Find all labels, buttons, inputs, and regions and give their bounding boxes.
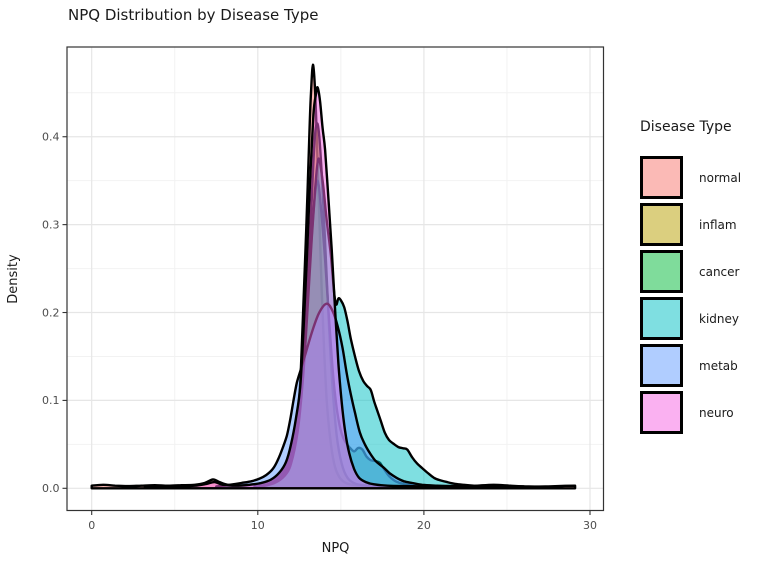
legend-label-inflam: inflam (699, 217, 737, 232)
y-tick-label-3: 0.3 (42, 218, 60, 231)
legend-swatch-kidney (640, 297, 683, 340)
axis-tick-marks (62, 136, 591, 515)
legend-label-cancer: cancer (699, 264, 740, 279)
legend-swatch-neuro (640, 391, 683, 434)
legend-label-metab: metab (699, 358, 738, 373)
x-tick-label-2: 20 (417, 519, 431, 532)
chart-title: NPQ Distribution by Disease Type (68, 6, 319, 24)
legend-swatch-normal (640, 156, 683, 199)
x-tick-label-1: 10 (251, 519, 265, 532)
legend: Disease Type normal inflam cancer kidney… (640, 119, 741, 434)
density-curves (90, 63, 577, 490)
panel-border (66, 46, 605, 512)
legend-item-cancer: cancer (640, 250, 741, 293)
y-tick-label-0: 0.0 (42, 482, 60, 495)
legend-item-neuro: neuro (640, 391, 741, 434)
legend-items: normal inflam cancer kidney metab neuro (640, 156, 741, 434)
legend-title: Disease Type (640, 119, 732, 135)
y-tick-label-2: 0.2 (42, 306, 60, 319)
legend-swatch-cancer (640, 250, 683, 293)
legend-label-normal: normal (699, 170, 742, 185)
series-area-neuro (143, 86, 525, 490)
legend-swatch-inflam (640, 203, 683, 246)
legend-item-normal: normal (640, 156, 741, 199)
x-tick-label-3: 30 (583, 519, 597, 532)
legend-label-kidney: kidney (699, 311, 739, 326)
x-axis-title: NPQ (322, 541, 350, 556)
x-tick-label-0: 0 (88, 519, 95, 532)
y-tick-label-4: 0.4 (42, 131, 60, 144)
y-axis-title: Density (6, 254, 21, 304)
legend-item-metab: metab (640, 344, 741, 387)
legend-swatch-metab (640, 344, 683, 387)
gridlines-minor (67, 47, 604, 511)
legend-item-kidney: kidney (640, 297, 741, 340)
legend-label-neuro: neuro (699, 405, 734, 420)
legend-item-inflam: inflam (640, 203, 741, 246)
y-tick-label-1: 0.1 (42, 394, 60, 407)
